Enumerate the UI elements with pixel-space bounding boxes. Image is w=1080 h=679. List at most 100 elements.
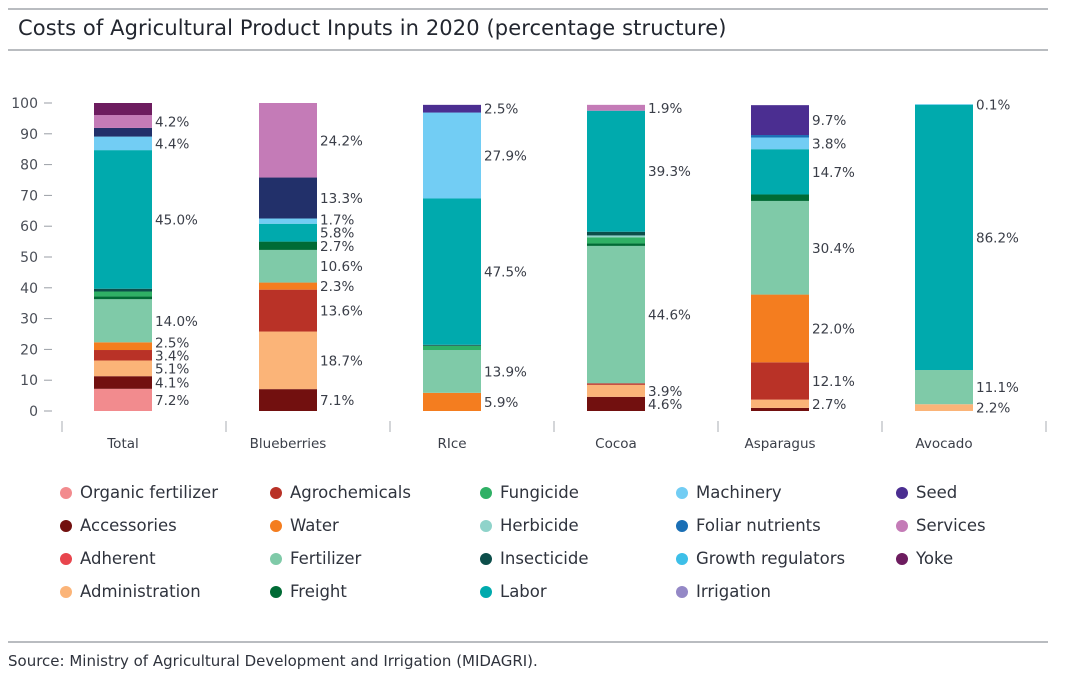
bar-segment xyxy=(94,127,152,137)
bar-segment xyxy=(94,136,152,151)
legend-swatch-icon xyxy=(60,486,72,499)
legend-label: Administration xyxy=(80,582,201,601)
bar-segment xyxy=(423,344,481,346)
y-axis: 0 10 20 30 40 50 60 70 80 90 100 xyxy=(11,96,52,420)
legend-swatch-icon xyxy=(676,519,688,532)
bar-segment xyxy=(751,135,809,138)
data-label: 86.2% xyxy=(976,230,1019,246)
data-label: 45.0% xyxy=(155,212,198,228)
title-top-rule xyxy=(8,8,1048,10)
x-category-label: Total xyxy=(106,436,139,452)
legend-swatch-icon xyxy=(480,519,492,532)
legend-swatch-icon xyxy=(676,585,688,598)
legend-item: Fertilizer xyxy=(270,549,361,568)
data-label: 2.7% xyxy=(812,397,846,413)
bar-segment xyxy=(94,299,152,343)
bar-segment xyxy=(259,223,317,242)
data-label: 13.3% xyxy=(320,191,363,207)
bar-segment xyxy=(423,104,481,113)
legend-label: Adherent xyxy=(80,549,156,568)
bar-segment xyxy=(259,249,317,283)
legend-item: Adherent xyxy=(60,549,156,568)
legend-swatch-icon xyxy=(270,519,282,532)
legend-label: Fertilizer xyxy=(290,549,362,568)
bar-segment xyxy=(751,137,809,150)
legend-item: Seed xyxy=(896,483,957,502)
y-tick-label: 90 xyxy=(20,127,38,143)
bar-rice: 5.9% 13.9% 47.5% 27.9% 2.5% xyxy=(423,102,527,411)
y-tick-label: 40 xyxy=(20,281,38,297)
data-label: 27.9% xyxy=(484,149,527,165)
bar-segment xyxy=(94,103,152,116)
y-tick-label: 30 xyxy=(20,312,38,328)
y-tick-label: 20 xyxy=(20,342,38,358)
legend-swatch-icon xyxy=(480,486,492,499)
legend-swatch-icon xyxy=(270,552,282,565)
bar-asparagus: 2.7% 12.1% 22.0% 30.4% 14.7% 3.8% 9.7% xyxy=(751,105,855,413)
bar-segment xyxy=(751,294,809,363)
bar-segment xyxy=(751,407,809,411)
bar-segment xyxy=(423,345,481,351)
data-label: 2.5% xyxy=(484,102,518,118)
legend-label: Yoke xyxy=(916,549,954,568)
bar-segment xyxy=(94,150,152,289)
data-label: 13.9% xyxy=(484,364,527,380)
data-label: 14.0% xyxy=(155,314,198,330)
legend-item: Machinery xyxy=(676,483,782,502)
data-label: 5.8% xyxy=(320,226,354,242)
bars: 7.2%4.1%5.1%3.4%2.5%14.0%45.0%4.4%4.2%7.… xyxy=(94,97,1019,417)
legend-item: Insecticide xyxy=(480,549,588,568)
bar-segment xyxy=(751,200,809,295)
legend-label: Herbicide xyxy=(500,516,579,535)
bar-segment xyxy=(587,396,645,411)
bar-segment xyxy=(94,360,152,377)
bar-segment xyxy=(259,282,317,290)
legend-label: Growth regulators xyxy=(696,549,846,568)
legend-item: Irrigation xyxy=(676,582,771,601)
data-label: 11.1% xyxy=(976,380,1019,396)
y-tick-label: 60 xyxy=(20,219,38,235)
legend-label: Services xyxy=(916,516,986,535)
legend-label: Insecticide xyxy=(500,549,589,568)
bar-segment xyxy=(423,198,481,345)
legend-item: Accessories xyxy=(60,516,177,535)
bar-segment xyxy=(587,231,645,236)
bar-segment xyxy=(751,362,809,400)
x-category-label: Blueberries xyxy=(250,436,327,452)
data-label: 2.5% xyxy=(155,335,189,351)
data-label: 3.9% xyxy=(648,384,682,400)
bar-total: 7.2%4.1%5.1%3.4%2.5% 14.0% 45.0% 4.4% 4.2% xyxy=(94,103,198,411)
bar-segment xyxy=(751,149,809,195)
legend-item: Yoke xyxy=(896,549,953,568)
source-rule xyxy=(8,641,1048,643)
data-label: 0.1% xyxy=(976,97,1010,113)
x-category-label: Cocoa xyxy=(595,436,637,452)
bar-segment xyxy=(915,104,973,105)
y-tick-label: 70 xyxy=(20,188,38,204)
legend-swatch-icon xyxy=(60,519,72,532)
data-label: 10.6% xyxy=(320,259,363,275)
data-label: 24.2% xyxy=(320,133,363,149)
bar-segment xyxy=(259,218,317,224)
legend-item: Foliar nutrients xyxy=(676,516,821,535)
legend-swatch-icon xyxy=(480,585,492,598)
data-label: 30.4% xyxy=(812,241,855,257)
data-label: 2.7% xyxy=(320,239,354,255)
y-tick-label: 10 xyxy=(20,373,38,389)
data-label: 7.2% xyxy=(155,393,189,409)
data-label: 44.6% xyxy=(648,308,691,324)
legend-item: Freight xyxy=(270,582,347,601)
x-category-label: RIce xyxy=(437,436,466,452)
legend-item: Water xyxy=(270,516,339,535)
legend-swatch-icon xyxy=(896,519,908,532)
legend-label: Irrigation xyxy=(696,582,771,601)
y-tick-label: 100 xyxy=(11,96,38,112)
x-axis: Total Blueberries RIce Cocoa Asparagus Avocad… xyxy=(61,421,1047,452)
bar-segment xyxy=(423,392,481,411)
bar-cocoa: 4.6%3.9% 44.6% 39.3% 1.9% xyxy=(587,101,691,413)
bar-segment xyxy=(587,237,645,244)
data-label: 14.7% xyxy=(812,165,855,181)
data-label: 2.3% xyxy=(320,279,354,295)
chart-title: Costs of Agricultural Product Inputs in … xyxy=(18,16,727,40)
bar-segment xyxy=(587,383,645,385)
